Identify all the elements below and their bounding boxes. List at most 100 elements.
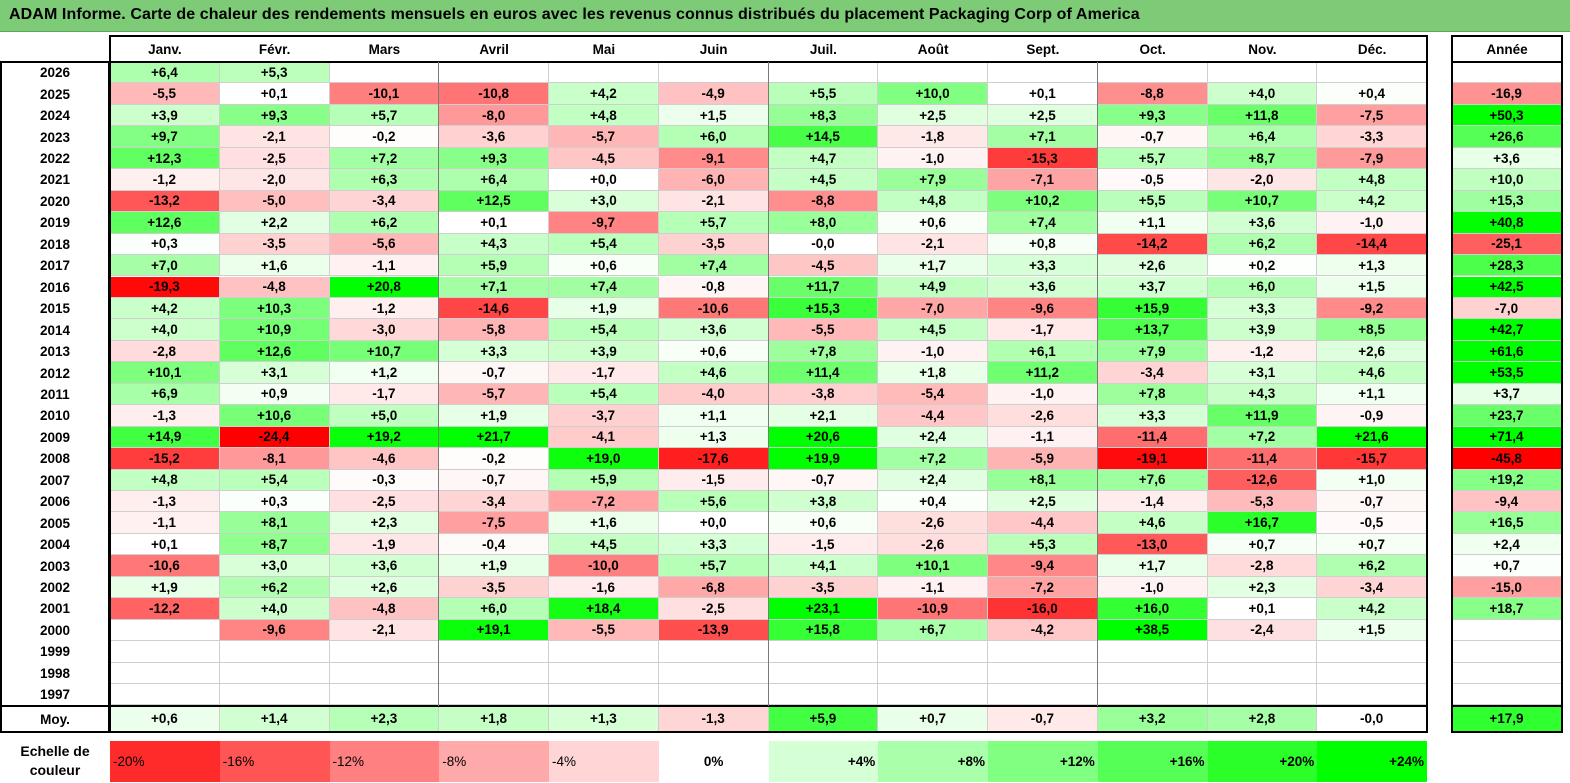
scale-step: -12% [329,741,440,782]
heat-cell [549,641,659,663]
heat-cell: -3,7 [549,405,659,427]
heat-cell: -1,0 [878,147,988,170]
annual-cell: +16,5 [1452,512,1562,534]
heat-cell [1097,662,1208,685]
heat-cell: +4,0 [110,319,220,341]
heat-cell [1097,62,1208,84]
heat-cell: +3,8 [768,491,879,513]
heat-cell: -5,7 [549,126,659,148]
heat-cell: +5,7 [658,212,769,234]
scale-step: 0% [658,741,769,782]
heat-cell: +8,5 [1317,319,1427,341]
heat-cell: -19,3 [110,276,220,298]
heat-cell: +5,5 [1097,190,1208,213]
heat-cell: -3,6 [439,126,549,148]
heat-cell: +15,9 [1097,297,1208,320]
heat-cell: +1,1 [1317,383,1427,406]
heat-cell: +2,1 [768,405,879,427]
heat-cell [768,662,879,685]
average-cell: +1,3 [549,706,659,732]
heat-cell: -13,9 [658,619,769,642]
annual-cell: +42,7 [1452,319,1562,341]
heat-cell: +0,3 [219,491,330,513]
heat-cell: -15,7 [1317,448,1427,470]
heat-cell: +0,0 [549,169,659,191]
heat-cell: +15,3 [768,297,879,320]
heat-cell: +8,1 [988,469,1098,491]
heat-cell: +21,6 [1317,426,1427,449]
heat-cell [329,684,440,706]
heat-cell: -4,2 [988,619,1098,642]
heat-cell: +7,1 [988,126,1098,148]
heat-cell: +6,9 [110,383,220,406]
heat-cell: +3,3 [439,340,549,363]
heat-cell: +2,6 [329,576,440,599]
heat-cell: -2,6 [878,533,988,556]
heat-cell: -2,8 [110,340,220,363]
heat-cell [768,684,879,706]
heat-cell: -7,2 [988,576,1098,599]
annual-cell: +53,5 [1452,362,1562,384]
heat-cell: +4,2 [549,83,659,105]
heat-cell [658,662,769,685]
heat-cell: +13,7 [1097,319,1208,341]
heat-cell: +15,8 [768,619,879,642]
heat-cell: -3,3 [1317,126,1427,148]
heat-cell: +11,7 [768,276,879,298]
heat-cell [439,662,549,685]
heat-cell: +3,1 [219,362,330,384]
heat-cell: -0,8 [658,276,769,298]
heat-cell: +10,9 [219,319,330,341]
heat-cell: +4,3 [1207,383,1318,406]
scale-step: -16% [219,741,330,782]
heat-cell: +5,4 [549,233,659,256]
heat-cell: -1,3 [110,491,220,513]
heat-cell: -9,2 [1317,297,1427,320]
heat-cell: -10,9 [878,598,988,620]
average-cell: -0,7 [988,706,1098,732]
heat-cell: +3,3 [1097,405,1208,427]
heat-cell: +1,9 [549,297,659,320]
quarter-separator [767,62,769,706]
year-label: 2004 [39,537,71,553]
heat-cell: +14,9 [110,426,220,449]
heat-cell: +4,3 [439,233,549,256]
heat-cell: +10,6 [219,405,330,427]
heat-cell: -1,9 [329,533,440,556]
heat-cell [1317,62,1427,84]
heat-cell: +7,2 [329,147,440,170]
heat-cell: +1,9 [439,555,549,577]
year-label: 2020 [39,193,71,209]
heat-cell: +8,7 [1207,147,1318,170]
heat-cell: +2,5 [878,104,988,127]
year-label: 2023 [39,129,71,145]
heat-cell: -15,3 [988,147,1098,170]
heat-cell: -3,4 [329,190,440,213]
heat-cell: +5,4 [549,383,659,406]
heat-cell: +6,0 [1207,276,1318,298]
heat-cell: +3,1 [1207,362,1318,384]
average-cell: +2,8 [1207,706,1318,732]
heat-cell [1207,662,1318,685]
heat-cell: -0,7 [439,362,549,384]
heat-cell: +10,2 [988,190,1098,213]
heat-cell [988,641,1098,663]
heat-cell: -7,5 [1317,104,1427,127]
heat-cell [110,619,220,642]
heat-cell: +4,2 [110,297,220,320]
scale-step: -8% [439,741,549,782]
heat-cell: +4,8 [549,104,659,127]
average-separator [0,705,1428,707]
heat-cell: -4,8 [329,598,440,620]
heat-cell: -1,7 [988,319,1098,341]
heat-cell: +9,3 [219,104,330,127]
average-label: Moy. [40,711,70,727]
heat-cell: +8,3 [768,104,879,127]
average-cell: +0,6 [110,706,220,732]
year-label: 2003 [39,558,71,574]
heat-cell: +10,0 [878,83,988,105]
heat-cell: +5,5 [768,83,879,105]
heat-cell: -14,6 [439,297,549,320]
heat-cell: -14,2 [1097,233,1208,256]
heat-cell: +7,4 [549,276,659,298]
